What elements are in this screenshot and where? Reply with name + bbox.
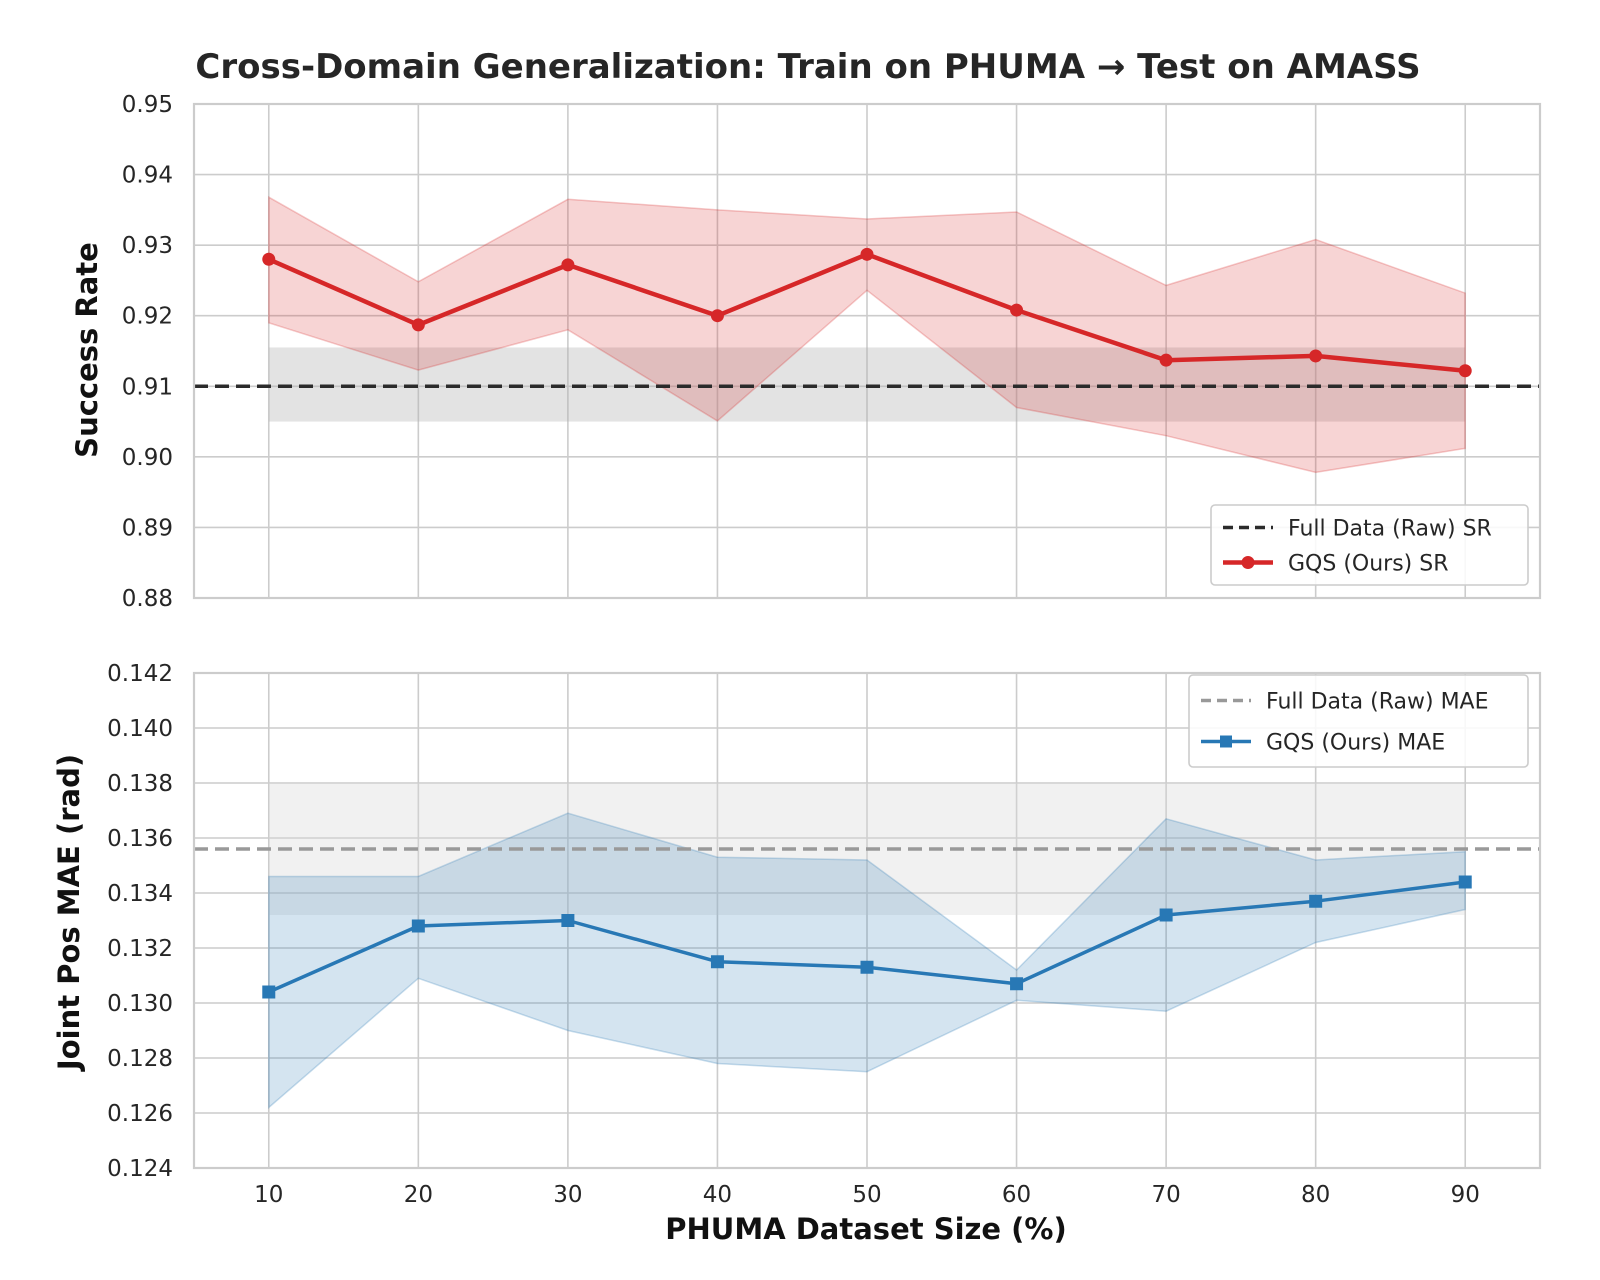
mae-y-tick-label: 0.128 [107, 1046, 173, 1072]
sr-legend-baseline-label: Full Data (Raw) SR [1288, 517, 1492, 542]
mae-legend-baseline-label: Full Data (Raw) MAE [1266, 690, 1489, 715]
mae-y-tick-label: 0.138 [107, 771, 173, 797]
sr-legend-box [1210, 504, 1529, 586]
sr-legend-series-marker [1241, 556, 1255, 569]
mae-y-tick-label: 0.140 [107, 716, 173, 742]
mae-ylabel: Joint Pos MAE (rad) [52, 754, 86, 1072]
mae-y-tick-label: 0.126 [107, 1101, 173, 1127]
mae-data-point [411, 919, 425, 933]
sr-data-point [411, 318, 425, 332]
mae-y-tick-label: 0.124 [107, 1156, 173, 1182]
sr-data-point [1458, 364, 1472, 378]
mae-plot-frame [192, 671, 1542, 1170]
mae-x-tick-label: 80 [1301, 1182, 1330, 1208]
mae-y-tick-label: 0.134 [107, 881, 173, 907]
sr-y-tick-label: 0.91 [122, 374, 173, 400]
sr-data-point [710, 309, 724, 323]
mae-x-tick-label: 60 [1002, 1182, 1031, 1208]
sr-y-tick-label: 0.92 [122, 304, 173, 330]
mae-legend-series-marker [1220, 735, 1232, 748]
sr-baseline-band [268, 347, 1466, 422]
sr-plot-frame [192, 102, 1542, 600]
mae-data-point [262, 985, 276, 999]
mae-data-point [1309, 894, 1323, 908]
mae-legend-series-label: GQS (Ours) MAE [1266, 731, 1445, 756]
mae-data-point [1010, 977, 1024, 991]
mae-x-tick-label: 40 [703, 1182, 732, 1208]
mae-y-tick-label: 0.130 [107, 991, 173, 1017]
mae-legend-box [1188, 674, 1529, 768]
mae-x-tick-label: 10 [254, 1182, 283, 1208]
sr-data-point [561, 258, 575, 272]
mae-x-tick-label: 50 [852, 1182, 881, 1208]
mae-y-tick-label: 0.132 [107, 936, 173, 962]
sr-data-point [1309, 349, 1323, 363]
mae-x-tick-label: 20 [404, 1182, 433, 1208]
sr-data-point [262, 252, 276, 266]
mae-data-point [1458, 875, 1472, 889]
mae-x-tick-label: 90 [1451, 1182, 1480, 1208]
sr-y-tick-label: 0.89 [122, 515, 173, 541]
mae-series-band [268, 812, 1466, 1110]
mae-y-tick-label: 0.136 [107, 826, 173, 852]
mae-x-tick-label: 30 [553, 1182, 582, 1208]
mae-panel: 0.124 0.126 0.128 0.130 0.132 0.134 0.136 0.138… [107, 661, 1542, 1208]
success-rate-ylabel: Success Rate [70, 242, 104, 458]
sr-data-point [1010, 303, 1024, 317]
sr-y-tick-label: 0.90 [122, 445, 173, 471]
mae-y-tick-label: 0.142 [107, 661, 173, 687]
sr-y-tick-label: 0.88 [122, 586, 173, 612]
sr-data-point [1159, 353, 1173, 367]
sr-legend-series-label: GQS (Ours) SR [1288, 552, 1449, 577]
sr-data-point [860, 247, 874, 261]
sr-y-tick-label: 0.93 [122, 233, 173, 259]
sr-y-tick-label: 0.94 [122, 163, 173, 189]
mae-data-point [561, 914, 575, 927]
chart-title: Cross-Domain Generalization: Train on PH… [195, 47, 1420, 87]
success-rate-panel: 0.88 0.89 0.90 0.91 0.92 0.93 0.94 0.95 Full Dat… [122, 92, 1542, 612]
mae-x-tick-label: 70 [1151, 1182, 1180, 1208]
mae-data-point [860, 960, 874, 974]
mae-data-point [710, 955, 724, 969]
sr-y-tick-label: 0.95 [122, 92, 173, 118]
x-axis-label: PHUMA Dataset Size (%) [665, 1212, 1066, 1246]
mae-data-point [1159, 908, 1173, 922]
